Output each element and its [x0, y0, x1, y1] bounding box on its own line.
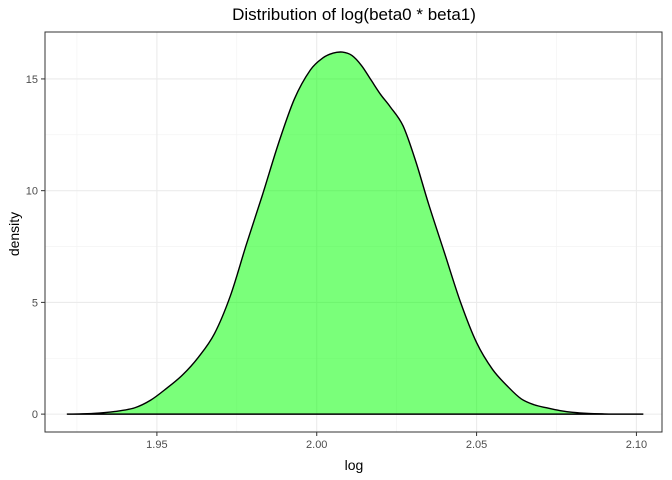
y-axis: 0 5 10 15 — [26, 74, 45, 421]
y-tick-label: 5 — [32, 297, 38, 309]
y-tick-label: 0 — [32, 409, 38, 421]
x-tick-label: 1.95 — [146, 439, 167, 451]
y-tick-label: 15 — [26, 74, 38, 86]
chart-title: Distribution of log(beta0 * beta1) — [232, 5, 476, 24]
y-tick-label: 10 — [26, 186, 38, 198]
x-tick-label: 2.05 — [466, 439, 487, 451]
plot-panel-border — [44, 31, 663, 433]
x-axis: 1.95 2.00 2.05 2.10 — [146, 432, 647, 451]
y-axis-title: density — [6, 212, 22, 256]
density-line — [66, 51, 644, 415]
x-tick-label: 2.10 — [626, 439, 647, 451]
x-tick-label: 2.00 — [306, 439, 327, 451]
density-area — [67, 51, 643, 415]
x-axis-title: log — [345, 457, 364, 473]
